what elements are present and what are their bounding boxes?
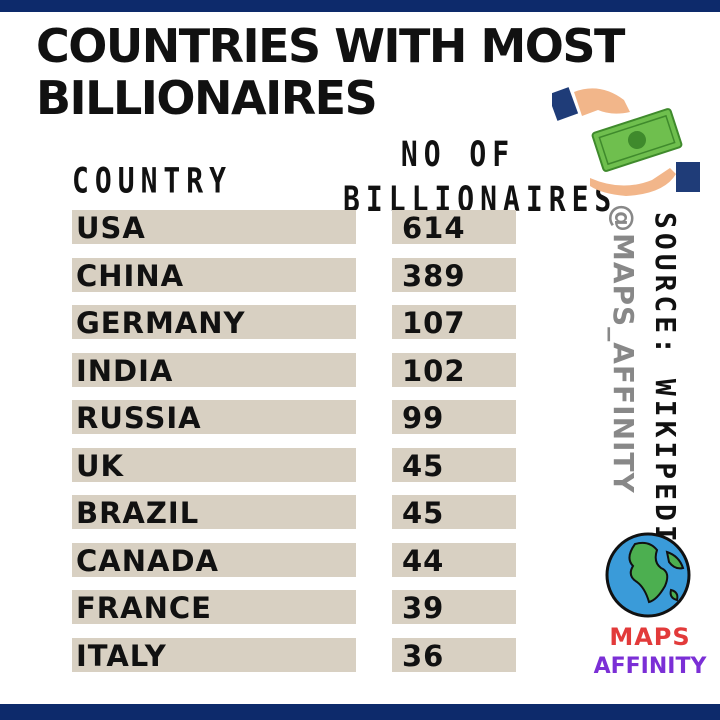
logo-line-1: MAPS [609, 623, 691, 651]
billionaire-count-cell: 44 [392, 543, 516, 578]
billionaire-count-cell: 102 [392, 353, 516, 388]
count-header-line-1: NO OF [400, 133, 516, 175]
logo-line-2: AFFINITY [593, 654, 707, 679]
billionaire-count-cell: 389 [392, 258, 516, 293]
country-cell: GERMANY [72, 305, 356, 340]
billionaire-count-cell: 107 [392, 305, 516, 340]
money-hand-icon [552, 87, 700, 196]
page-title: COUNTRIES WITH MOST BILLIONAIRES [36, 20, 676, 124]
title-line-2: BILLIONAIRES [36, 71, 378, 125]
billionaire-count-cell: 45 [392, 495, 516, 530]
source-credit: SOURCE: WIKIPEDIA [649, 212, 682, 567]
social-handle: @MAPS_AFFINITY [607, 204, 640, 494]
country-cell: RUSSIA [72, 400, 356, 435]
billionaire-count-cell: 614 [392, 210, 516, 245]
brand-logo: MAPS AFFINITY [590, 622, 710, 682]
country-cell: FRANCE [72, 590, 356, 625]
title-line-1: COUNTRIES WITH MOST [36, 19, 625, 73]
billionaire-count-cell: 99 [392, 400, 516, 435]
top-border [0, 0, 720, 12]
country-cell: BRAZIL [72, 495, 356, 530]
country-cell: CHINA [72, 258, 356, 293]
country-column-header: COUNTRY [72, 160, 233, 202]
billionaire-count-cell: 36 [392, 638, 516, 673]
billionaire-count-cell: 39 [392, 590, 516, 625]
country-cell: INDIA [72, 353, 356, 388]
count-column-header: NO OF BILLIONAIRES [343, 132, 611, 222]
bottom-border [0, 704, 720, 720]
country-cell: CANADA [72, 543, 356, 578]
globe-icon [605, 532, 691, 618]
country-cell: UK [72, 448, 356, 483]
billionaire-count-cell: 45 [392, 448, 516, 483]
country-cell: USA [72, 210, 356, 245]
country-cell: ITALY [72, 638, 356, 673]
